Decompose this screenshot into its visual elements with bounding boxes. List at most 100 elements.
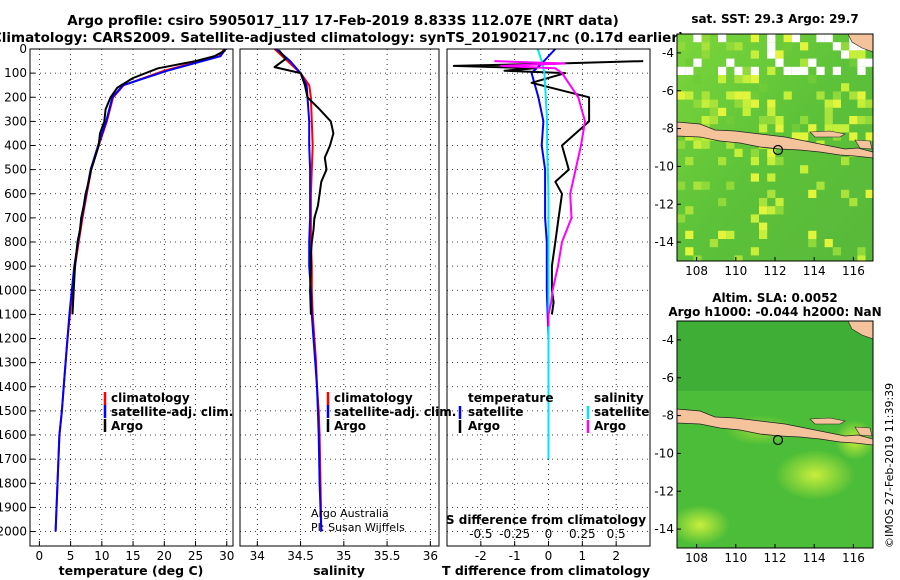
madura-land-2 <box>809 417 846 425</box>
sst-cell <box>841 42 850 51</box>
sst-cell <box>808 230 817 239</box>
sst-cell <box>701 181 710 190</box>
sst-cell <box>800 116 809 125</box>
sst-cell <box>783 42 792 51</box>
sst-cell <box>791 124 800 133</box>
sst-cell <box>750 247 759 256</box>
legend-satellite: satellite-adj. clim. <box>334 405 456 419</box>
legend-climatology: climatology <box>334 391 413 405</box>
temperature-legend: climatology satellite-adj. clim. Argo <box>103 391 233 433</box>
sst-cell <box>718 107 727 116</box>
sst-cell <box>734 91 743 100</box>
x-tick-label: 5 <box>67 549 75 563</box>
sst-cell <box>857 66 866 75</box>
y-tick-label: 1400 <box>0 380 27 394</box>
temperature-grid <box>30 48 233 546</box>
sst-cell <box>709 107 718 116</box>
sst-cell <box>832 66 841 75</box>
sst-cell <box>701 140 710 149</box>
sst-map-title: sat. SST: 29.3 Argo: 29.7 <box>691 12 858 26</box>
sst-cell <box>693 255 702 261</box>
y-tick-label: 300 <box>4 114 27 128</box>
sst-cell <box>750 34 759 43</box>
sst-cell <box>734 148 743 157</box>
x-tick-label: 10 <box>94 549 109 563</box>
argo-location-marker <box>772 144 784 156</box>
difference-t-label: T difference from climatology <box>442 563 650 578</box>
sst-cell <box>783 91 792 100</box>
sst-cell <box>849 132 858 141</box>
sst-cell <box>775 206 784 215</box>
sla-map-panel: Altim. SLA: 0.0052 Argo h1000: -0.044 h2… <box>654 291 881 565</box>
x-tick-label: 35.5 <box>374 549 401 563</box>
argo-location-marker-2 <box>772 434 784 446</box>
sst-cell <box>693 181 702 190</box>
sst-cell <box>750 75 759 84</box>
java-land-2 <box>677 408 873 446</box>
sst-cell <box>767 157 776 166</box>
salinity-grid <box>240 48 439 546</box>
series-satellite-adj-clim- <box>275 48 323 532</box>
sst-cell <box>718 230 727 239</box>
salinity-difference-ticks: -0.5 -0.25 0 0.25 0.5 <box>469 527 626 541</box>
sst-cell <box>857 116 866 125</box>
sst-cell <box>750 91 759 100</box>
sst-cell <box>701 116 710 125</box>
sst-cell <box>759 116 768 125</box>
x-tick-label: 35 <box>336 549 351 563</box>
y-tick-label: 600 <box>4 187 27 201</box>
java-land <box>677 121 873 159</box>
y-tick-label: 1900 <box>0 500 27 514</box>
s-tick-label: 0 <box>545 527 553 541</box>
sst-cell <box>849 91 858 100</box>
y-tick-label: 500 <box>4 163 27 177</box>
map-y-tick-label: -4 <box>662 333 674 347</box>
map-y-tick-label: -6 <box>662 371 674 385</box>
difference-legend-temperature: temperature satellite Argo <box>458 391 553 433</box>
x-tick-label: 34 <box>250 549 265 563</box>
map-y-tick-label: -8 <box>662 409 674 423</box>
imos-stamp: ©IMOS 27-Feb-2019 11:39:39 <box>883 383 896 548</box>
sst-cell <box>783 66 792 75</box>
sst-cell <box>824 124 833 133</box>
sst-cell <box>832 91 841 100</box>
sst-cell <box>865 99 873 108</box>
sst-cell <box>726 116 735 125</box>
sst-cell <box>841 124 850 133</box>
salinity-x-ticks: 34 34.5 35 35.5 36 <box>250 541 438 563</box>
sst-cell <box>685 157 694 166</box>
y-tick-label: 400 <box>4 139 27 153</box>
sst-cell <box>849 58 858 67</box>
sst-cell <box>767 148 776 157</box>
sst-cell <box>791 34 800 43</box>
sst-cell <box>783 34 792 43</box>
sst-cell <box>742 91 751 100</box>
legend-s-argo: Argo <box>594 419 626 433</box>
y-tick-label: 1200 <box>0 332 27 346</box>
sst-cell <box>742 75 751 84</box>
sst-cell <box>832 42 841 51</box>
sst-cell <box>759 83 768 92</box>
sst-cell <box>742 99 751 108</box>
sst-cell <box>718 198 727 207</box>
sst-cell <box>775 124 784 133</box>
y-tick-label: 700 <box>4 211 27 225</box>
sst-cell <box>750 50 759 59</box>
sst-cell <box>767 173 776 182</box>
sst-cell <box>767 107 776 116</box>
sst-cell <box>775 58 784 67</box>
sst-cell <box>750 214 759 223</box>
sst-cell <box>734 255 743 261</box>
sst-cell <box>726 230 735 239</box>
difference-series <box>452 48 644 460</box>
sst-cell <box>701 99 710 108</box>
sst-cell <box>857 255 866 261</box>
sst-cell <box>677 140 686 149</box>
sst-map-image <box>677 34 873 261</box>
sst-cell <box>857 58 866 67</box>
sst-cell <box>800 165 809 174</box>
salinity-series <box>273 48 335 532</box>
sst-cell <box>775 50 784 59</box>
sst-cell <box>759 198 768 207</box>
sst-cell <box>816 181 825 190</box>
